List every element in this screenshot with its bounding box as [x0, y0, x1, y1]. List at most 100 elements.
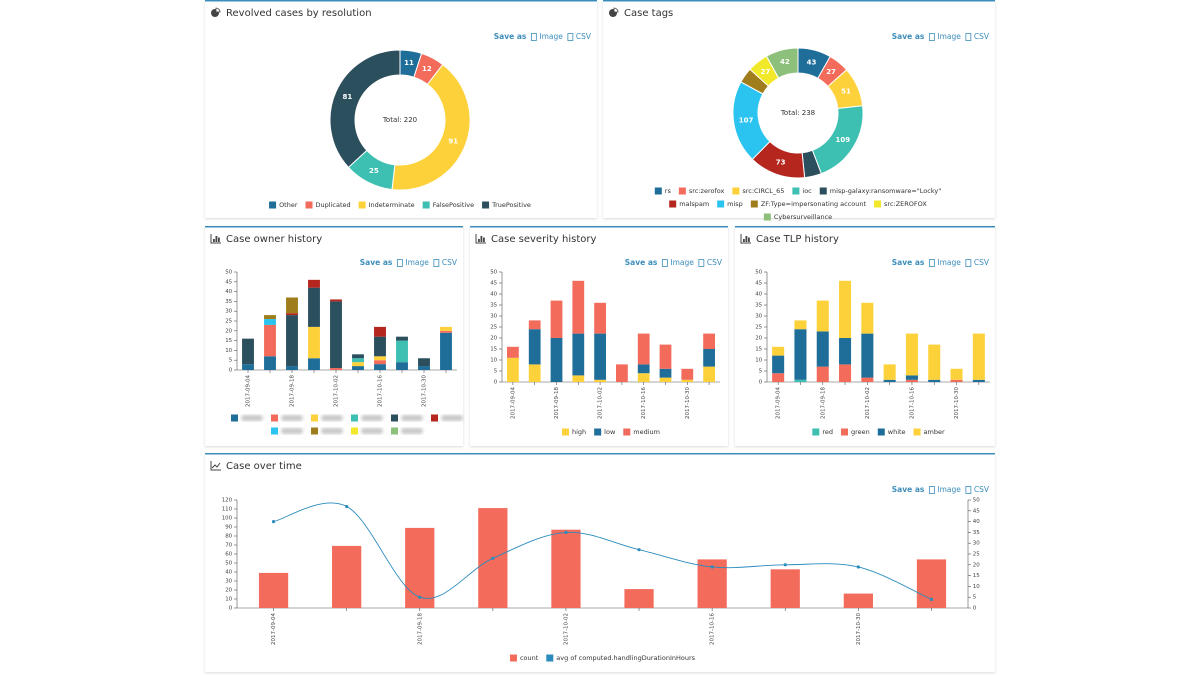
- csv-link[interactable]: CSV: [576, 32, 592, 41]
- bar-icon-bar: [478, 239, 480, 242]
- bar-segment: [928, 344, 941, 380]
- legend-item: malspam: [669, 200, 709, 208]
- legend-item: low: [594, 428, 616, 436]
- legend-label: red: [822, 428, 833, 436]
- legend-swatch: [482, 201, 490, 209]
- bar-segment: [972, 379, 985, 382]
- file-icon: [928, 486, 935, 494]
- legend-item: avg of computed.handlingDurationInHours: [546, 654, 696, 662]
- legend-item: rs: [654, 187, 671, 195]
- legend-item: src:ZEROFOX: [874, 200, 927, 208]
- y-tick-label: 25: [490, 325, 497, 331]
- bar: [624, 589, 654, 608]
- data-label: 91: [448, 138, 458, 146]
- line-point: [491, 556, 495, 560]
- legend-item: [271, 427, 303, 435]
- data-label: 43: [807, 58, 817, 66]
- y-tick-label: 10: [225, 597, 232, 603]
- bar-segment: [703, 333, 715, 349]
- y-tick-label: 0: [229, 368, 233, 374]
- bar: [332, 545, 362, 608]
- data-label: 25: [369, 167, 379, 175]
- line-point: [271, 520, 276, 524]
- bar-segment: [330, 301, 342, 369]
- y-tick-label: 0: [759, 380, 763, 386]
- legend-item: red: [812, 428, 833, 436]
- x-tick-label: 2017-10-30: [685, 387, 691, 419]
- bar-segment: [772, 346, 785, 356]
- legend-label: high: [572, 428, 586, 436]
- bar-segment: [550, 300, 563, 338]
- bar-segment: [883, 364, 896, 380]
- bar-segment: [242, 364, 254, 370]
- donut-slice: [391, 63, 471, 191]
- file-icon: [530, 33, 537, 41]
- csv-link[interactable]: CSV: [707, 258, 723, 267]
- line-point: [564, 530, 568, 535]
- legend-swatch: [678, 187, 686, 195]
- y-tick-label: 20: [225, 328, 232, 334]
- bar-segment: [264, 315, 276, 320]
- bar-segment: [594, 333, 606, 380]
- csv-link[interactable]: CSV: [442, 258, 458, 267]
- panel-title: Case over time: [226, 461, 302, 472]
- y-tick-label: 110: [222, 507, 233, 513]
- image-link[interactable]: Image: [937, 258, 961, 267]
- y-tick-label: 60: [225, 552, 232, 558]
- x-tick-label: 2017-09-04: [246, 375, 252, 407]
- csv-link[interactable]: CSV: [974, 485, 990, 494]
- legend-label: amber: [924, 428, 945, 436]
- image-link[interactable]: Image: [937, 485, 961, 494]
- y-tick-label: 20: [755, 336, 762, 342]
- file-icon: [928, 33, 935, 41]
- image-link[interactable]: Image: [539, 32, 563, 41]
- bar-icon-bar: [213, 239, 215, 242]
- panel-title: Case severity history: [491, 234, 596, 245]
- y-tick-label: 45: [755, 281, 762, 287]
- panel-top-border: [603, 0, 995, 2]
- legend-item: FalsePositive: [422, 201, 474, 209]
- csv-link[interactable]: CSV: [974, 32, 990, 41]
- x-tick-label: 2017-10-16: [909, 387, 915, 419]
- bar: [405, 527, 435, 608]
- x-tick-label: 2017-09-18: [554, 387, 560, 419]
- data-label: 27: [826, 68, 836, 76]
- y-tick-label: 45: [973, 508, 980, 514]
- image-link[interactable]: Image: [405, 258, 429, 267]
- data-label: 12: [422, 65, 432, 73]
- bar-segment: [418, 358, 430, 367]
- bar-segment: [950, 379, 963, 382]
- bar-segment: [703, 366, 715, 382]
- y-tick-label: 20: [225, 588, 232, 594]
- y-tick-label: 30: [973, 541, 980, 547]
- bar-icon-bar: [480, 236, 483, 242]
- legend-blur: [241, 415, 263, 421]
- bar-segment: [286, 313, 298, 316]
- bar-segment: [816, 300, 829, 332]
- bar: [258, 572, 289, 608]
- y-tick-label: 10: [973, 584, 980, 590]
- legend-item: [391, 427, 423, 435]
- x-tick-label: 2017-10-02: [598, 387, 604, 419]
- y-tick-label: 5: [229, 358, 233, 364]
- bar-segment: [286, 315, 298, 367]
- x-tick-label: 2017-10-02: [334, 375, 340, 407]
- legend-swatch: [431, 414, 438, 422]
- legend-item: [271, 414, 303, 422]
- y-tick-label: 30: [490, 314, 497, 320]
- bar-segment: [374, 336, 386, 357]
- legend-item: [311, 427, 343, 435]
- legend-item: Indeterminate: [358, 201, 415, 209]
- bar-segment: [374, 326, 386, 337]
- image-link[interactable]: Image: [670, 258, 694, 267]
- line-point: [418, 595, 422, 599]
- csv-link[interactable]: CSV: [974, 258, 990, 267]
- y-tick-label: 80: [225, 534, 232, 540]
- line: [273, 502, 932, 600]
- legend-item: src:zerofox: [678, 187, 725, 195]
- legend-item: count: [509, 654, 539, 662]
- legend-swatch: [509, 654, 517, 662]
- image-link[interactable]: Image: [937, 32, 961, 41]
- x-tick-label: 2017-10-16: [641, 387, 647, 419]
- bar-icon-bar: [748, 237, 750, 242]
